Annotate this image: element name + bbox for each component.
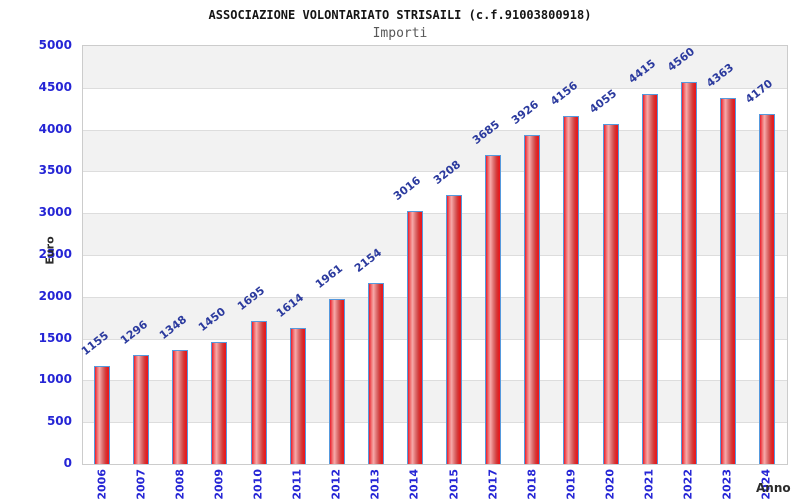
y-tick-label: 1500 xyxy=(38,330,72,345)
bar-2009 xyxy=(211,341,228,464)
y-tick-label: 3500 xyxy=(38,163,72,178)
y-axis: 0 500 1000 1500 2000 2500 3000 3500 4000 4500 5000 xyxy=(0,38,78,470)
plot-band xyxy=(83,46,787,88)
bar-2014 xyxy=(406,210,423,464)
bar-2011 xyxy=(289,328,306,464)
x-tick-label: 2017 xyxy=(486,469,500,500)
y-tick-label: 2500 xyxy=(38,247,72,261)
bar-2019 xyxy=(563,115,580,464)
bar-2023 xyxy=(719,98,736,464)
x-tick-label: 2018 xyxy=(525,469,539,500)
bar-2012 xyxy=(328,299,345,464)
bar-2024 xyxy=(758,114,775,464)
y-tick-label: 0 xyxy=(63,456,72,470)
bar-2010 xyxy=(250,321,267,464)
x-tick-label: 2006 xyxy=(95,469,109,500)
x-tick-label: 2008 xyxy=(173,469,187,500)
x-axis-title: Anno xyxy=(756,481,791,495)
x-tick-label: 2009 xyxy=(212,469,226,500)
bar-2008 xyxy=(172,350,189,464)
x-tick-label: 2013 xyxy=(368,469,382,500)
x-tick-label: 2015 xyxy=(447,469,461,500)
x-tick-label: 2012 xyxy=(329,469,343,500)
gridline xyxy=(83,171,787,173)
bar-2013 xyxy=(367,282,384,464)
chart-title: ASSOCIAZIONE VOLONTARIATO STRISAILI (c.f… xyxy=(208,8,592,22)
gridline xyxy=(83,380,787,382)
bar-2007 xyxy=(133,354,150,464)
plot-band xyxy=(83,296,787,339)
x-axis: 2006 2007 2008 2009 2010 2011 2012 2013 2014 2015… xyxy=(82,469,786,500)
chart-subtitle: Importi xyxy=(372,26,428,41)
bar-2006 xyxy=(94,366,111,464)
bar-2015 xyxy=(446,194,463,464)
y-tick-label: 3000 xyxy=(38,205,72,220)
x-tick-label: 2011 xyxy=(290,469,304,500)
bar-2018 xyxy=(524,134,541,464)
y-tick-label: 5000 xyxy=(38,38,72,52)
y-tick-label: 4500 xyxy=(38,79,72,94)
bar-2022 xyxy=(680,81,697,464)
gridline xyxy=(83,87,787,89)
x-tick-label: 2019 xyxy=(564,469,578,500)
x-tick-label: 2021 xyxy=(642,469,656,500)
x-tick-label: 2014 xyxy=(407,469,421,500)
x-tick-label: 2010 xyxy=(251,469,265,500)
y-tick-label: 500 xyxy=(46,414,72,429)
gridline xyxy=(83,338,787,340)
gridline xyxy=(83,255,787,256)
y-tick-label: 1000 xyxy=(38,372,72,387)
gridline xyxy=(83,422,787,424)
y-axis-title: Euro xyxy=(43,236,57,265)
gridline xyxy=(83,129,787,131)
plot-band xyxy=(83,380,787,423)
x-tick-label: 2023 xyxy=(720,469,734,500)
gridline xyxy=(83,213,787,215)
gridline xyxy=(83,296,787,298)
y-tick-label: 4000 xyxy=(38,121,72,136)
x-tick-label: 2020 xyxy=(603,469,617,500)
bar-2020 xyxy=(602,124,619,464)
plot-band xyxy=(83,129,787,172)
x-tick-label: 2022 xyxy=(681,469,695,500)
bar-2017 xyxy=(485,154,502,464)
plot-area: 1155 1296 1348 1450 1695 1614 1961 2154 3016 3208… xyxy=(79,45,788,465)
x-tick-label: 2007 xyxy=(134,469,148,500)
y-tick-label: 2000 xyxy=(38,288,72,303)
bar-2021 xyxy=(641,93,658,464)
plot-band xyxy=(83,213,787,255)
